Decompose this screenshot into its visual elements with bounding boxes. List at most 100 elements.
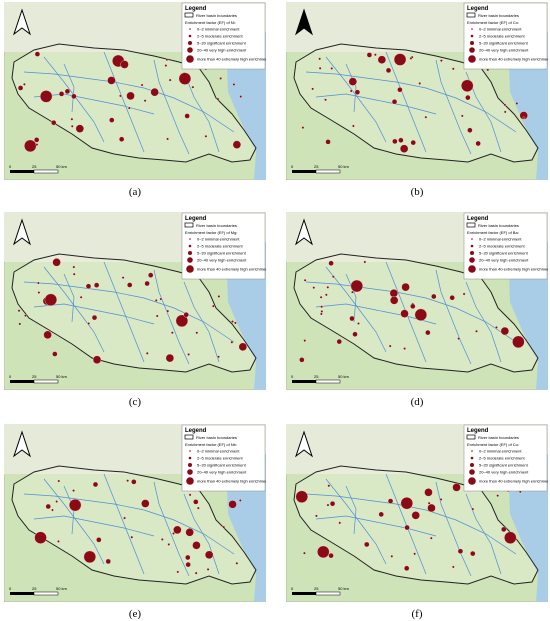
river: [315, 93, 437, 115]
sample-point: [377, 55, 387, 64]
scale-label: 0: [9, 374, 12, 379]
sample-point: [166, 309, 170, 313]
scale-bar: 0 25 50 km: [291, 586, 350, 596]
sample-point: [501, 526, 507, 533]
sample-point: [449, 295, 455, 301]
sample-point: [318, 57, 321, 61]
sample-point: [150, 88, 159, 97]
sample-point: [392, 138, 398, 145]
legend-factor: Enrichment factor (EF) of Nb:: [185, 442, 237, 447]
sample-point: [475, 140, 481, 147]
legend-symbol: [187, 47, 193, 53]
legend-boundary: River basin boundaries: [196, 223, 237, 228]
legend-item: 20–40 very high enrichment: [479, 470, 529, 475]
sample-point: [357, 322, 360, 325]
basin-boundary: [11, 253, 257, 373]
sample-point: [409, 57, 413, 60]
sample-point: [320, 312, 323, 316]
sample-point: [184, 113, 190, 119]
caption: (e): [128, 608, 142, 620]
sample-point: [403, 347, 406, 350]
sample-point: [196, 506, 200, 510]
sample-point: [217, 295, 221, 298]
sample-point: [400, 309, 409, 318]
river: [153, 481, 190, 577]
sample-point: [123, 516, 126, 520]
scale-label: 0: [291, 374, 294, 379]
sample-point: [439, 498, 443, 501]
sample-point: [92, 481, 99, 488]
sample-point: [105, 558, 111, 565]
scale-bar-white: [33, 169, 59, 174]
legend-factor: Enrichment factor (EF) of Mg:: [185, 230, 237, 235]
sample-point: [185, 554, 191, 561]
sample-point: [17, 309, 21, 313]
sample-point: [130, 535, 134, 539]
caption: (a): [128, 186, 142, 198]
sample-point: [126, 479, 130, 482]
sample-point: [140, 83, 144, 87]
sample-point: [79, 295, 83, 299]
sample-point: [354, 89, 361, 95]
sample-point: [374, 53, 377, 57]
sample-point: [325, 293, 328, 297]
river: [345, 485, 357, 535]
sample-point: [338, 521, 342, 525]
sample-point: [69, 499, 82, 512]
river: [183, 71, 220, 153]
sample-point: [34, 51, 41, 57]
legend-title: Legend: [185, 428, 207, 434]
legend-boundary: River basin boundaries: [478, 435, 519, 440]
sample-point: [70, 124, 74, 128]
legend-item: 0–2 minimal enrichment: [197, 449, 240, 454]
sample-point: [58, 91, 65, 97]
river: [385, 473, 427, 575]
legend-box: [181, 424, 266, 492]
legend-symbol: [187, 257, 193, 263]
north-arrow: [295, 8, 313, 36]
river: [153, 59, 190, 155]
legend-symbol: [469, 469, 475, 475]
legend-item: 20–40 very high enrichment: [479, 48, 529, 53]
scale-label: 50 km: [56, 164, 68, 169]
sample-point: [144, 280, 150, 287]
river: [345, 273, 357, 323]
sample-point: [37, 291, 41, 294]
sample-point: [465, 94, 471, 101]
legend-boundary: River basin boundaries: [478, 223, 519, 228]
sample-point: [231, 320, 234, 323]
sample-point: [40, 90, 53, 103]
sample-point: [325, 139, 331, 145]
scale-bar-white: [315, 591, 341, 596]
river: [43, 478, 105, 565]
river: [435, 269, 472, 365]
sample-point: [119, 136, 125, 142]
sample-point: [303, 339, 307, 342]
scale-bar-white: [33, 379, 59, 384]
sample-point: [348, 77, 357, 86]
river: [325, 478, 387, 565]
sample-point: [399, 144, 409, 153]
legend-item: 5–20 significant enrichment: [479, 251, 529, 256]
sample-point: [457, 548, 464, 554]
scale-label: 50 km: [338, 586, 350, 591]
scale-label: 25: [32, 374, 37, 379]
sample-point: [326, 286, 330, 289]
legend-symbol: [187, 469, 193, 475]
legend-item: 0–2 minimal enrichment: [479, 237, 522, 242]
sample-point: [495, 326, 498, 329]
sample-point: [398, 137, 404, 143]
sample-point: [429, 536, 433, 540]
sample-point: [413, 552, 416, 556]
legend-symbol: [188, 34, 192, 38]
sample-point: [364, 541, 370, 548]
sample-point: [424, 488, 433, 497]
sample-point: [387, 498, 394, 504]
legend-boundary-swatch: [184, 222, 194, 228]
sample-point: [185, 528, 194, 537]
